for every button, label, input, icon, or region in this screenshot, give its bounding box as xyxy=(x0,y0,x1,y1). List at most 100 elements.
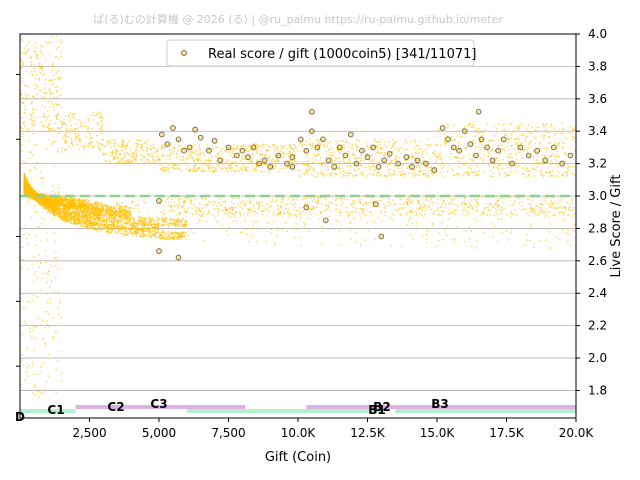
data-point xyxy=(545,239,547,242)
tier-band xyxy=(131,405,246,409)
data-point xyxy=(284,221,287,224)
data-point xyxy=(150,220,153,223)
data-point xyxy=(193,143,196,146)
data-point xyxy=(331,159,334,162)
data-point xyxy=(543,147,546,150)
data-point xyxy=(346,140,349,143)
data-point xyxy=(331,171,334,174)
data-point xyxy=(142,155,145,157)
data-point xyxy=(364,166,367,169)
data-point xyxy=(416,163,419,165)
data-point xyxy=(374,139,376,142)
data-point xyxy=(41,125,44,128)
data-point xyxy=(551,170,554,172)
data-point xyxy=(69,132,72,135)
data-point xyxy=(462,174,464,176)
data-point xyxy=(140,146,142,149)
data-point xyxy=(364,149,367,152)
data-point xyxy=(255,150,258,152)
data-point xyxy=(526,167,528,170)
data-point xyxy=(336,142,339,144)
data-point xyxy=(571,135,574,138)
data-point xyxy=(117,145,120,148)
data-point xyxy=(521,157,524,160)
data-point xyxy=(338,162,341,165)
data-point xyxy=(406,223,409,226)
data-point xyxy=(394,159,396,161)
data-point xyxy=(21,36,24,39)
data-point xyxy=(425,175,428,178)
data-point xyxy=(473,175,476,177)
data-point xyxy=(321,225,324,228)
data-point xyxy=(330,175,332,178)
data-point xyxy=(263,143,265,146)
data-point xyxy=(109,215,112,218)
data-point xyxy=(33,50,36,52)
data-point xyxy=(283,145,286,147)
data-point xyxy=(147,158,149,160)
data-point xyxy=(116,213,119,216)
data-point xyxy=(226,151,228,153)
data-point xyxy=(385,175,388,178)
data-point xyxy=(106,141,109,143)
data-point xyxy=(115,162,117,164)
data-point xyxy=(55,72,58,75)
data-point xyxy=(458,157,460,160)
data-point xyxy=(168,222,170,225)
data-point xyxy=(241,157,243,160)
data-point xyxy=(110,146,112,149)
data-point xyxy=(339,151,341,154)
data-point xyxy=(225,169,228,172)
data-point xyxy=(185,168,188,171)
data-point xyxy=(43,125,45,128)
data-point xyxy=(387,169,389,172)
data-point xyxy=(511,156,513,159)
data-point xyxy=(485,162,488,165)
data-point xyxy=(30,115,32,117)
data-point xyxy=(121,161,124,164)
data-point xyxy=(187,234,190,237)
data-point xyxy=(489,169,491,172)
data-point xyxy=(359,172,362,174)
data-point xyxy=(40,104,43,107)
data-point xyxy=(555,235,558,238)
data-point xyxy=(319,171,322,174)
data-point xyxy=(340,150,343,153)
data-point xyxy=(84,135,87,138)
data-point xyxy=(222,158,225,160)
data-point xyxy=(201,167,204,169)
data-point xyxy=(261,145,264,148)
data-point xyxy=(405,142,408,144)
data-point xyxy=(118,220,121,223)
data-point xyxy=(343,161,346,164)
data-point xyxy=(475,240,478,243)
data-point xyxy=(542,175,545,178)
data-point xyxy=(515,137,518,140)
data-point xyxy=(526,239,528,242)
data-point xyxy=(427,175,429,178)
data-point xyxy=(224,161,227,164)
data-point xyxy=(31,73,34,75)
data-point xyxy=(111,214,114,216)
data-point xyxy=(135,155,138,157)
data-point xyxy=(380,175,383,178)
data-point xyxy=(150,153,153,155)
data-point xyxy=(57,76,60,79)
data-point xyxy=(471,123,474,126)
data-point xyxy=(508,148,511,151)
data-point xyxy=(280,167,282,170)
data-point xyxy=(529,141,531,144)
data-point xyxy=(99,222,102,225)
data-point xyxy=(425,241,428,244)
data-point xyxy=(66,131,69,134)
data-point xyxy=(79,124,82,126)
data-point xyxy=(103,217,106,219)
data-point xyxy=(276,235,278,238)
data-point xyxy=(377,216,380,219)
data-point xyxy=(91,146,94,149)
data-point xyxy=(160,223,163,226)
data-point xyxy=(510,137,513,140)
data-point xyxy=(532,156,535,158)
data-point xyxy=(256,152,258,155)
data-point xyxy=(87,145,90,148)
